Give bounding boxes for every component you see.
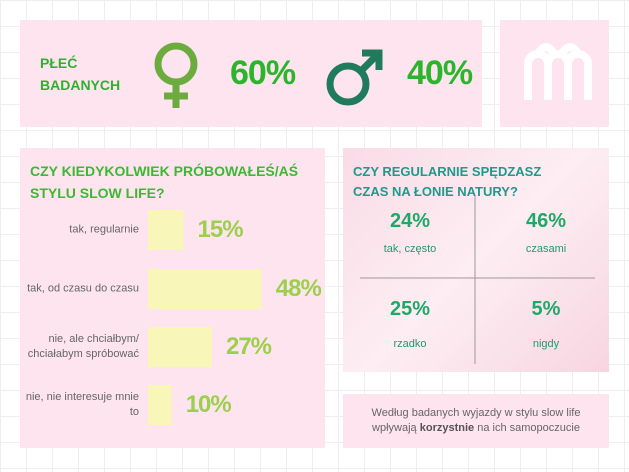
bar (148, 385, 172, 425)
quadrant-label: czasami (525, 243, 567, 255)
bar (148, 210, 184, 250)
quadrant-label: rzadko (393, 338, 427, 350)
quadrant-value: 24% (389, 210, 431, 232)
value-label: 15% (197, 216, 244, 243)
note-panel (343, 394, 609, 448)
quadrant-label: tak, często (383, 243, 437, 255)
category-label: tak, regularnie (69, 223, 139, 236)
nature-panel (343, 148, 609, 372)
note-text: wpływają (372, 422, 417, 434)
nature-title: CZY REGULARNIE SPĘDZASZ CZAS NA ŁONIE NA… (353, 164, 542, 199)
female-value: 60% (230, 54, 296, 92)
note-text: Według badanych wyjazdy w stylu slow lif… (371, 407, 581, 419)
note-emphasis: korzystnie (419, 422, 475, 434)
bar (148, 269, 262, 309)
quadrant-label: nigdy (532, 338, 560, 350)
note: Według badanych wyjazdy w stylu slow lif… (343, 406, 609, 436)
logo (524, 43, 592, 100)
value-label: 27% (225, 333, 272, 360)
quadrant-value: 5% (531, 298, 561, 320)
note-text: na ich samopoczucie (477, 422, 580, 434)
category-label: nie, ale chciałbym/ chciałabym spróbować (27, 333, 139, 360)
male-symbol (326, 49, 383, 106)
male-value: 40% (407, 54, 473, 92)
category-label: nie, nie interesuje mnie to (25, 391, 139, 418)
quadrant-value: 46% (525, 210, 567, 232)
female-symbol (154, 42, 198, 108)
category-label: tak, od czasu do czasu (27, 282, 139, 295)
gender-panel (20, 20, 482, 127)
bar (148, 327, 212, 367)
gender-label: PŁEĆ BADANYCH (40, 55, 121, 93)
quadrant-value: 25% (389, 298, 431, 320)
chart-title: CZY KIEDYKOLWIEK PRÓBOWAŁEŚ/AŚ STYLU SLO… (30, 163, 299, 201)
quadrant-divider (360, 196, 595, 364)
value-label: 48% (275, 275, 322, 302)
value-label: 10% (185, 391, 232, 418)
